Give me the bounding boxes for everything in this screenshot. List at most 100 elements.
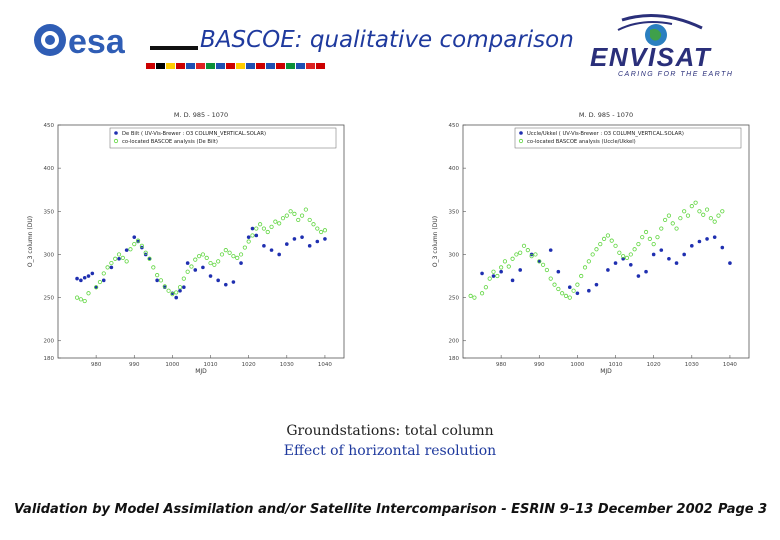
data-point-analysis — [491, 269, 496, 274]
data-point-observation — [659, 248, 664, 252]
data-point-observation — [556, 269, 561, 274]
data-point-analysis — [537, 259, 542, 264]
data-point-analysis — [479, 291, 485, 296]
data-point-analysis — [613, 243, 618, 248]
data-point-analysis — [666, 213, 672, 218]
data-point-analysis — [540, 262, 546, 267]
data-point-analysis — [254, 226, 259, 231]
y-tick-label: 180 — [44, 356, 55, 362]
envisat-tagline: CARING FOR THE EARTH — [618, 71, 733, 78]
data-point-analysis — [189, 264, 194, 269]
data-point-observation — [720, 245, 725, 250]
legend-label: co-located BASCOE analysis (De Bilt) — [122, 139, 218, 145]
data-point-analysis — [495, 273, 500, 279]
data-point-analysis — [162, 284, 167, 289]
y-tick-label: 400 — [449, 166, 460, 172]
data-point-analysis — [284, 213, 289, 218]
data-point-analysis — [563, 293, 569, 298]
data-point-observation — [147, 256, 152, 261]
data-point-analysis — [548, 276, 553, 281]
data-point-analysis — [208, 260, 213, 266]
data-point-analysis — [670, 221, 675, 226]
x-tick-label: 980 — [496, 362, 507, 368]
data-point-analysis — [158, 278, 164, 283]
data-point-observation — [269, 248, 274, 252]
member-flags — [146, 54, 356, 73]
data-point-analysis — [521, 243, 527, 248]
y-tick-label: 300 — [449, 252, 460, 258]
data-point-observation — [246, 235, 251, 239]
x-axis-label: MJD — [195, 368, 207, 375]
x-tick-label: 1000 — [165, 362, 179, 368]
data-point-analysis — [143, 250, 148, 255]
data-point-analysis — [151, 265, 156, 270]
x-tick-label: 990 — [129, 362, 140, 368]
data-point-analysis — [246, 239, 251, 244]
y-tick-label: 200 — [44, 339, 55, 345]
legend-marker-observation — [114, 131, 118, 135]
data-point-analysis — [307, 217, 312, 223]
data-point-observation — [587, 288, 591, 293]
data-point-analysis — [166, 288, 171, 293]
x-tick-label: 1020 — [647, 362, 661, 368]
data-point-analysis — [82, 298, 87, 304]
data-point-observation — [315, 239, 320, 244]
data-point-observation — [117, 256, 121, 261]
data-point-analysis — [292, 211, 297, 216]
data-point-analysis — [586, 259, 591, 264]
data-point-analysis — [204, 255, 209, 260]
data-point-analysis — [128, 247, 133, 252]
data-point-analysis — [708, 216, 713, 221]
data-point-observation — [567, 285, 572, 290]
page-title: BASCOE: qualitative comparison — [200, 27, 574, 53]
y-tick-label: 450 — [449, 123, 460, 129]
data-point-observation — [193, 268, 198, 272]
data-point-analysis — [571, 288, 576, 293]
data-point-observation — [239, 261, 243, 265]
data-point-analysis — [322, 228, 328, 233]
x-axis-label: MJD — [600, 368, 612, 375]
data-point-analysis — [598, 241, 603, 247]
data-point-analysis — [712, 219, 717, 224]
data-point-analysis — [663, 217, 668, 223]
data-point-analysis — [74, 295, 80, 300]
data-point-analysis — [303, 207, 308, 212]
data-point-analysis — [196, 254, 202, 259]
chart-de-bilt: M. D. 985 - 1070 980 990 1000 1010 1020 1030 10… — [22, 105, 352, 380]
data-point-observation — [712, 235, 717, 239]
data-point-analysis — [170, 292, 175, 297]
data-point-analysis — [200, 252, 206, 257]
data-point-analysis — [601, 236, 607, 242]
data-point-observation — [223, 282, 228, 287]
y-tick-label: 300 — [44, 252, 55, 258]
data-point-analysis — [177, 285, 183, 290]
data-point-observation — [292, 237, 297, 241]
x-tick-label: 1000 — [570, 362, 584, 368]
data-point-analysis — [659, 226, 664, 231]
data-point-observation — [537, 259, 542, 264]
data-point-observation — [208, 274, 213, 278]
data-point-observation — [728, 261, 732, 265]
data-point-analysis — [132, 241, 137, 247]
esa-logo: esa — [28, 20, 325, 72]
data-point-observation — [101, 278, 106, 283]
y-tick-label: 250 — [449, 296, 460, 302]
data-point-analysis — [273, 219, 278, 224]
data-point-analysis — [472, 295, 477, 300]
data-point-analysis — [193, 257, 198, 262]
data-point-analysis — [250, 233, 255, 238]
data-point-analysis — [697, 209, 702, 214]
caption-resolution: Effect of horizontal resolution — [283, 443, 497, 459]
data-point-analysis — [655, 235, 660, 240]
x-tick-label: 990 — [534, 362, 545, 368]
legend-marker-analysis — [113, 138, 119, 144]
data-point-analysis — [101, 271, 106, 276]
data-point-analysis — [533, 252, 538, 257]
chart-de-bilt-svg: M. D. 985 - 1070 980 990 1000 1010 1020 1030 10… — [27, 111, 345, 375]
data-point-analysis — [86, 291, 91, 296]
data-point-analysis — [139, 243, 144, 248]
data-point-analysis — [181, 276, 186, 281]
data-point-analysis — [609, 238, 614, 243]
data-point-observation — [644, 269, 648, 274]
data-point-analysis — [174, 290, 179, 295]
